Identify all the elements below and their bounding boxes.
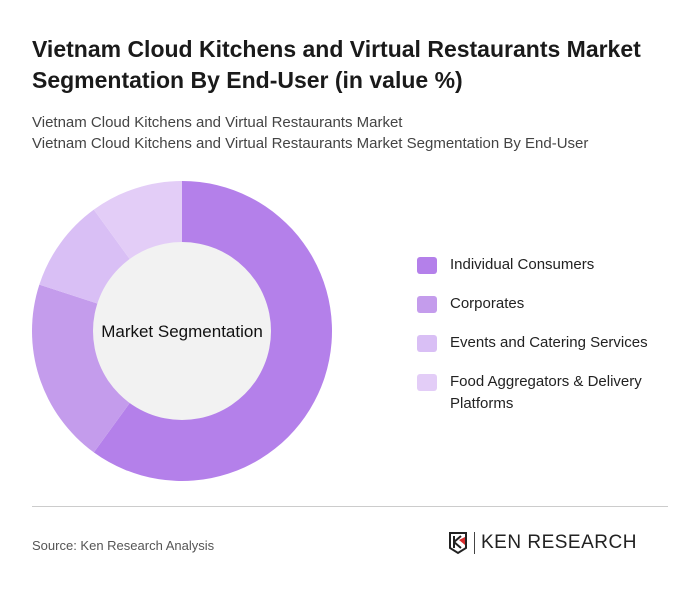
logo-text: KEN RESEARCH [474, 532, 637, 554]
legend-swatch [417, 374, 437, 391]
donut-hole [93, 242, 271, 420]
legend-swatch [417, 296, 437, 313]
center-label: Market Segmentation [101, 322, 263, 341]
legend-item: Individual Consumers [417, 254, 677, 276]
legend-swatch [417, 257, 437, 274]
legend-item: Food Aggregators & Delivery Platforms [417, 371, 677, 415]
legend-item: Corporates [417, 293, 677, 315]
chart-title: Vietnam Cloud Kitchens and Virtual Resta… [32, 36, 641, 93]
divider [32, 506, 668, 507]
legend-label: Events and Catering Services [450, 334, 648, 351]
legend: Individual Consumers Corporates Events and… [417, 254, 677, 432]
source-note: Source: Ken Research Analysis [32, 538, 215, 553]
ken-logo-icon [449, 532, 467, 555]
legend-label: Individual Consumers [450, 256, 595, 273]
ken-research-logo: KEN RESEARCH [448, 531, 637, 555]
legend-swatch [417, 335, 437, 352]
subtitle-segmentation: Vietnam Cloud Kitchens and Virtual Resta… [32, 135, 589, 152]
legend-item: Events and Catering Services [417, 332, 677, 354]
legend-label: Food Aggregators & Delivery Platforms [450, 373, 642, 412]
subtitle-market: Vietnam Cloud Kitchens and Virtual Resta… [32, 114, 403, 131]
legend-label: Corporates [450, 295, 525, 312]
